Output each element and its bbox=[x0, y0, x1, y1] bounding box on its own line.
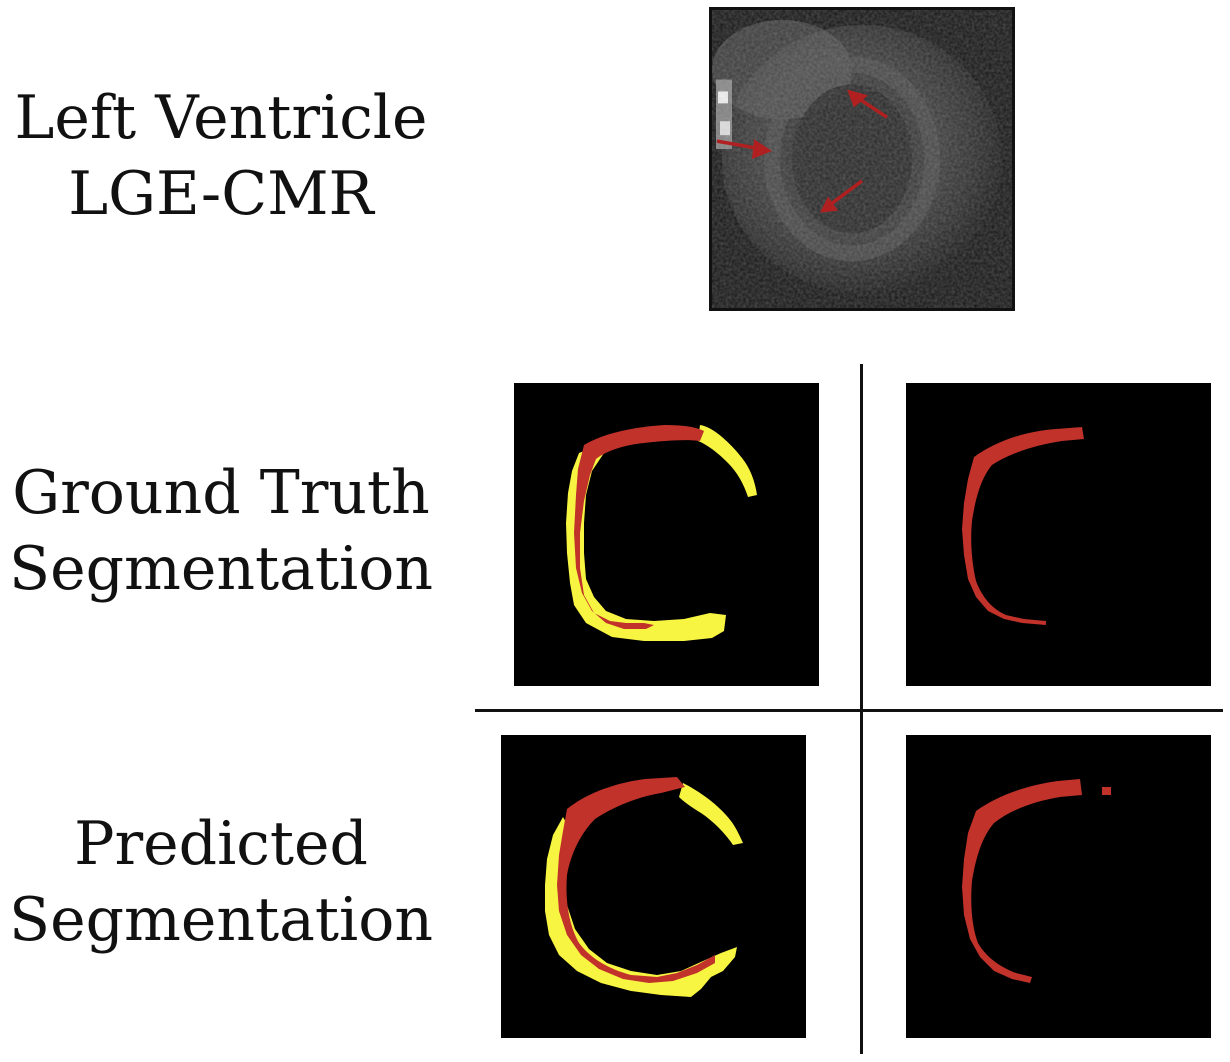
horizontal-divider bbox=[475, 709, 1223, 712]
myocardium-region bbox=[698, 425, 757, 497]
pred-label-line1: Predicted bbox=[74, 809, 368, 879]
predicted-panel-1 bbox=[501, 735, 806, 1038]
predicted-label: Predicted Segmentation bbox=[0, 806, 442, 958]
ground-truth-label: Ground Truth Segmentation bbox=[0, 455, 442, 607]
gt-label-line2: Segmentation bbox=[8, 534, 433, 604]
lge-cmr-label: Left Ventricle LGE-CMR bbox=[0, 80, 442, 232]
ground-truth-panel-2 bbox=[906, 383, 1211, 686]
predicted-panel-2 bbox=[906, 735, 1211, 1038]
scar-region bbox=[557, 777, 715, 983]
lge-cmr-image bbox=[709, 7, 1015, 311]
pred-label-line2: Segmentation bbox=[8, 885, 433, 955]
myocardium-region bbox=[679, 783, 743, 845]
ground-truth-panel-1 bbox=[514, 383, 819, 686]
scar-region bbox=[962, 427, 1084, 625]
gt-label-line1: Ground Truth bbox=[12, 458, 430, 528]
arrow-icon bbox=[716, 89, 888, 213]
scar-region bbox=[962, 779, 1082, 983]
lge-label-line2: LGE-CMR bbox=[68, 159, 374, 229]
lge-label-line1: Left Ventricle bbox=[14, 83, 428, 153]
scar-region bbox=[574, 425, 704, 629]
